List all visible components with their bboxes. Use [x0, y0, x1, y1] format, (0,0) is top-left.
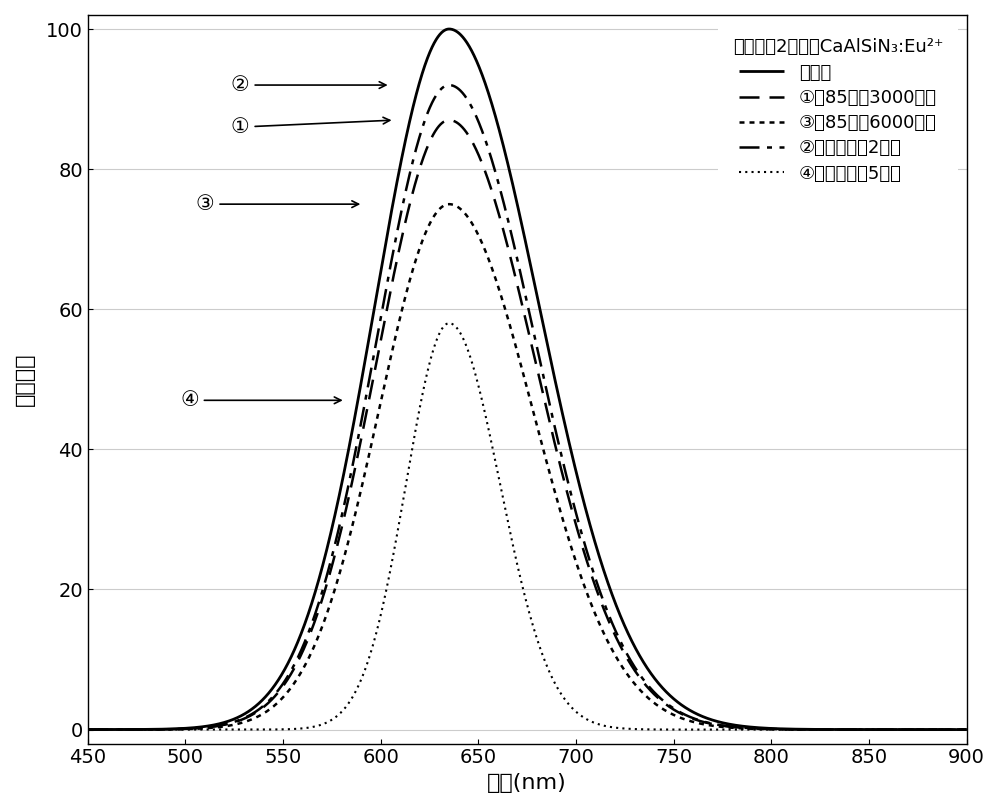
Y-axis label: 相对强度: 相对强度: [15, 352, 35, 406]
Legend: 未老化, ①双85老化3000小时, ③双85老化6000小时, ②本发明老化2小时, ④本发明老化5小时: 未老化, ①双85老化3000小时, ③双85老化6000小时, ②本发明老化2…: [718, 24, 958, 197]
X-axis label: 波长(nm): 波长(nm): [487, 773, 567, 793]
Text: ③: ③: [196, 194, 359, 214]
Text: ④: ④: [180, 390, 341, 410]
Text: ②: ②: [231, 75, 386, 95]
Text: ①: ①: [231, 117, 390, 137]
